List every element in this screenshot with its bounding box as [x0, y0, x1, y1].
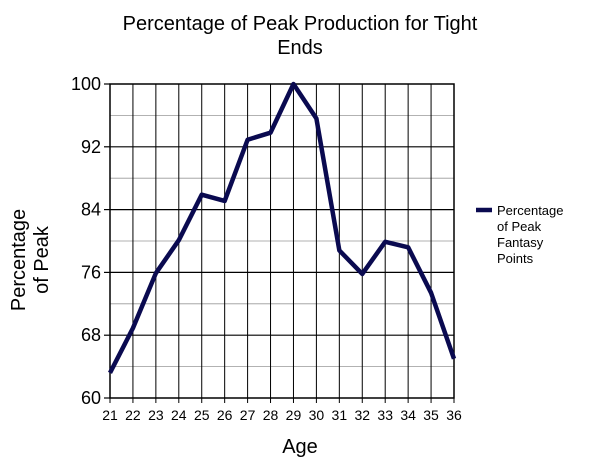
x-tick-label: 33	[377, 407, 393, 423]
x-tick-label: 27	[240, 407, 256, 423]
x-tick-label: 24	[171, 407, 187, 423]
legend: Percentage of Peak Fantasy Points	[476, 203, 564, 266]
y-tick-label: 100	[71, 74, 101, 94]
series-line-0	[107, 81, 457, 374]
chart-title: Percentage of Peak Production for Tight …	[123, 13, 478, 59]
legend-label-line-3: Fantasy	[497, 235, 544, 250]
x-tick-label: 35	[423, 407, 439, 423]
y-axis-ticks: 60 68 76 84 92 100	[71, 74, 110, 408]
legend-label-line-4: Points	[497, 251, 534, 266]
x-tick-label: 36	[446, 407, 462, 423]
x-tick-label: 34	[400, 407, 416, 423]
y-axis-label: Percentage of Peak	[8, 209, 53, 311]
x-tick-label: 21	[102, 407, 118, 423]
x-tick-label: 29	[286, 407, 302, 423]
legend-label-line-1: Percentage	[497, 203, 564, 218]
x-tick-label: 31	[332, 407, 348, 423]
y-tick-label: 60	[81, 388, 101, 408]
x-tick-label: 32	[354, 407, 370, 423]
y-axis-label-line-1: Percentage	[8, 209, 30, 311]
y-tick-label: 68	[81, 325, 101, 345]
series-lines	[107, 81, 457, 374]
gridlines	[110, 84, 454, 398]
x-tick-label: 26	[217, 407, 233, 423]
x-axis-ticks: 21 22 23 24 25 26 27 28 29 30 31 32 33 34 35 36	[102, 398, 462, 423]
x-tick-label: 23	[148, 407, 164, 423]
y-tick-label: 76	[81, 262, 101, 282]
y-tick-label: 84	[81, 200, 101, 220]
y-axis-label-line-2: of Peak	[31, 225, 53, 294]
y-tick-label: 92	[81, 137, 101, 157]
chart-title-line-1: Percentage of Peak Production for Tight	[123, 13, 478, 35]
x-axis-label: Age	[282, 436, 318, 458]
x-tick-label: 28	[263, 407, 279, 423]
chart-title-line-2: Ends	[277, 37, 323, 59]
x-tick-label: 22	[125, 407, 141, 423]
plot-frame	[109, 83, 455, 399]
legend-label-line-2: of Peak	[497, 219, 542, 234]
x-tick-label: 25	[194, 407, 210, 423]
x-tick-label: 30	[309, 407, 325, 423]
